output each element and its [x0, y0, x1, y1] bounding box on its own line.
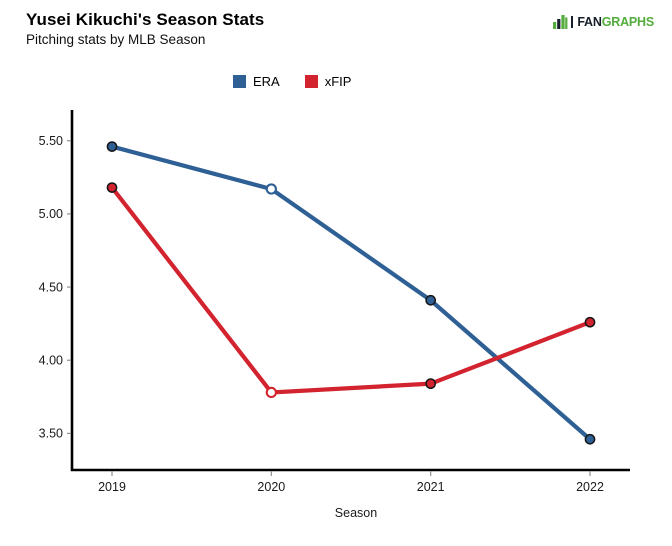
- page-title: Yusei Kikuchi's Season Stats: [26, 10, 265, 29]
- fangraphs-logo[interactable]: FANGRAPHS: [553, 15, 654, 29]
- legend-item-xfip: xFIP: [304, 74, 352, 89]
- era-point-2019: [106, 141, 118, 152]
- y-tick-label: 4.00: [39, 353, 63, 367]
- y-tick-label: 4.50: [39, 280, 63, 294]
- axes: [70, 110, 630, 472]
- y-tick-label: 5.50: [39, 134, 63, 148]
- logo-text-graphs: GRAPHS: [601, 15, 654, 29]
- xfip-legend-swatch: [304, 75, 318, 88]
- xfip-line: [110, 186, 591, 395]
- y-tick-label: 3.50: [39, 427, 63, 441]
- page-subtitle: Pitching stats by MLB Season: [26, 32, 206, 47]
- x-tick-label: 2021: [417, 480, 445, 494]
- logo-divider: [571, 16, 574, 28]
- x-tick-label: 2019: [98, 480, 126, 494]
- y-tick-label: 5.00: [39, 207, 63, 221]
- x-tick-label: 2020: [257, 480, 285, 494]
- era-point-2020: [265, 183, 277, 195]
- logo-text: FANGRAPHS: [577, 15, 654, 29]
- chart-legend: ERA xFIP: [233, 74, 351, 89]
- logo-text-fan: FAN: [577, 15, 602, 29]
- era-legend-swatch: [233, 75, 246, 88]
- era-point-2022: [584, 433, 596, 445]
- fangraphs-bars-icon: [553, 15, 568, 29]
- xfip-legend-label: xFIP: [324, 74, 352, 89]
- x-axis-title: Season: [335, 506, 377, 520]
- x-tick-label: 2022: [576, 480, 604, 494]
- xfip-point-2022: [584, 316, 596, 328]
- era-point-2021: [425, 294, 437, 306]
- xfip-point-2020: [265, 386, 277, 399]
- xfip-point-2021: [425, 378, 437, 390]
- chart-header: Yusei Kikuchi's Season Stats Pitching st…: [26, 9, 264, 49]
- era-legend-label: ERA: [253, 74, 280, 89]
- xfip-point-2019: [106, 182, 118, 193]
- era-line: [111, 144, 592, 441]
- legend-item-era: ERA: [233, 74, 280, 89]
